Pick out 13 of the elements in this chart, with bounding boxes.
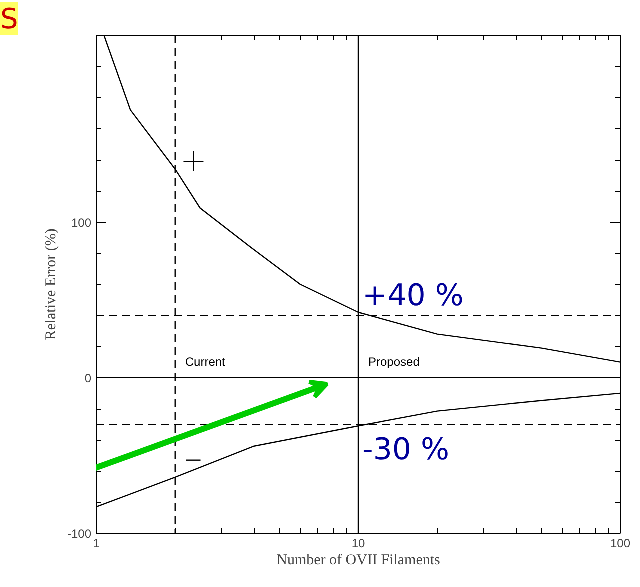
- x-tick-label: 100: [610, 536, 631, 550]
- text: S: [0, 2, 18, 36]
- ref-line-label: Current: [185, 355, 226, 370]
- y-tick-label: 100: [71, 216, 92, 230]
- ref-line-label: -30 %: [362, 432, 450, 468]
- x-axis-title: Number of OVII Filaments: [276, 552, 441, 568]
- y-tick-label: 0: [84, 371, 92, 386]
- ref-line-label: Proposed: [368, 355, 420, 370]
- y-tick-label: -100: [67, 527, 92, 541]
- y-axis-title: Relative Error (%): [43, 228, 60, 340]
- x-tick-label: 10: [352, 536, 366, 550]
- ref-line-label: +40 %: [362, 278, 464, 314]
- x-tick-label: 1: [93, 536, 100, 550]
